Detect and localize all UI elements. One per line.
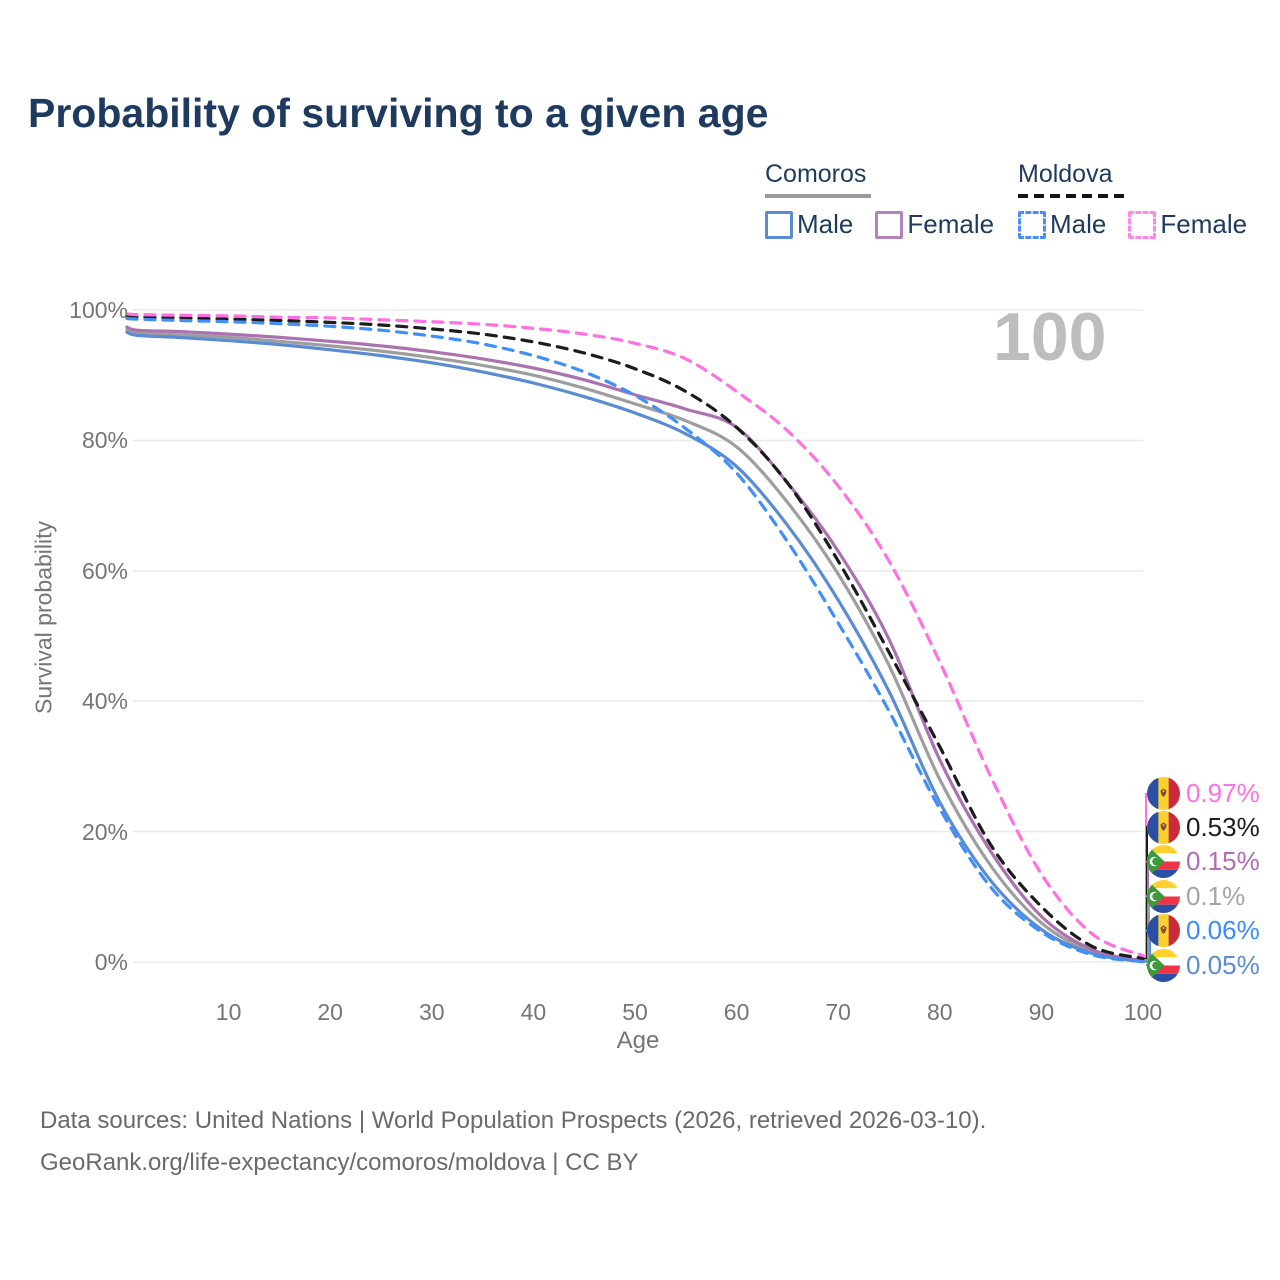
end-label-value-moldova-male: 0.06% (1186, 915, 1260, 946)
y-tick-100%: 100% (69, 297, 128, 323)
curve-comoros-male (125, 330, 1145, 964)
comoros-flag-icon (1147, 948, 1180, 982)
legend-item-moldova-female[interactable]: Female (1128, 209, 1247, 240)
legend-moldova-underline (1018, 194, 1124, 198)
x-tick-100: 100 (1123, 999, 1163, 1025)
comoros-female-swatch-icon (875, 210, 904, 239)
end-label-value-comoros-male: 0.05% (1186, 949, 1260, 980)
curve-comoros-all (125, 328, 1145, 963)
legend-comoros-underline (765, 194, 871, 198)
y-tick-0%: 0% (94, 949, 128, 975)
end-label-comoros-male: 0.05% (1147, 948, 1260, 982)
legend-moldova-female-label: Female (1160, 209, 1248, 239)
x-tick-10: 10 (215, 999, 242, 1025)
moldova-flag-icon (1147, 810, 1180, 844)
comoros-male-swatch-icon (765, 210, 793, 239)
legend-group-moldova: Moldova Male Female (1018, 160, 1247, 240)
legend-comoros-title: Comoros (765, 160, 867, 188)
curve-comoros-female (125, 325, 1145, 963)
end-label-moldova-female: 0.97% (1147, 776, 1260, 810)
connector-moldova-female (1143, 793, 1147, 957)
x-axis-title: Age (616, 1027, 660, 1054)
x-tick-90: 90 (1028, 999, 1055, 1025)
legend-comoros-male-label: Male (797, 209, 854, 239)
legend-comoros-female-label: Female (907, 209, 995, 239)
moldova-flag-icon (1147, 914, 1180, 948)
legend-item-moldova-male[interactable]: Male (1018, 209, 1106, 240)
legend-moldova-title: Moldova (1018, 160, 1113, 188)
end-label-moldova-male: 0.06% (1147, 914, 1260, 948)
y-axis-title: Survival probability (30, 520, 57, 715)
attribution-text: GeoRank.org/life-expectancy/comoros/mold… (40, 1149, 639, 1176)
moldova-male-swatch-icon (1018, 210, 1046, 239)
y-tick-20%: 20% (81, 818, 128, 845)
curve-moldova-female (125, 312, 1145, 958)
moldova-flag-icon (1147, 776, 1180, 810)
comoros-flag-icon (1147, 845, 1180, 879)
legend-group-comoros: Comoros Male Female (765, 160, 994, 240)
end-label-value-comoros-all: 0.1% (1186, 880, 1246, 911)
x-tick-80: 80 (927, 999, 953, 1025)
curve-moldova-all (125, 314, 1145, 961)
comoros-flag-icon (1147, 879, 1180, 913)
end-label-value-moldova-female: 0.97% (1186, 777, 1260, 808)
legend-item-comoros-male[interactable]: Male (765, 209, 853, 240)
page-title: Probability of surviving to a given age (28, 90, 769, 136)
curve-moldova-male (125, 316, 1145, 964)
x-tick-50: 50 (622, 999, 648, 1025)
moldova-female-swatch-icon (1128, 210, 1157, 239)
end-label-value-moldova-all: 0.53% (1186, 811, 1260, 842)
y-tick-60%: 60% (81, 557, 128, 584)
legend-moldova-male-label: Male (1050, 209, 1107, 239)
x-tick-40: 40 (520, 999, 547, 1025)
end-label-comoros-female: 0.15% (1147, 845, 1260, 879)
end-label-value-comoros-female: 0.15% (1186, 846, 1260, 877)
end-label-moldova-all: 0.53% (1147, 810, 1260, 844)
x-tick-60: 60 (723, 999, 750, 1025)
y-tick-40%: 40% (81, 688, 128, 715)
data-sources-text: Data sources: United Nations | World Pop… (40, 1107, 987, 1134)
end-label-comoros-all: 0.1% (1147, 879, 1245, 913)
x-tick-70: 70 (825, 999, 851, 1025)
x-tick-20: 20 (317, 999, 343, 1025)
x-tick-30: 30 (419, 999, 445, 1025)
y-tick-80%: 80% (81, 427, 128, 454)
legend-item-comoros-female[interactable]: Female (875, 209, 994, 240)
